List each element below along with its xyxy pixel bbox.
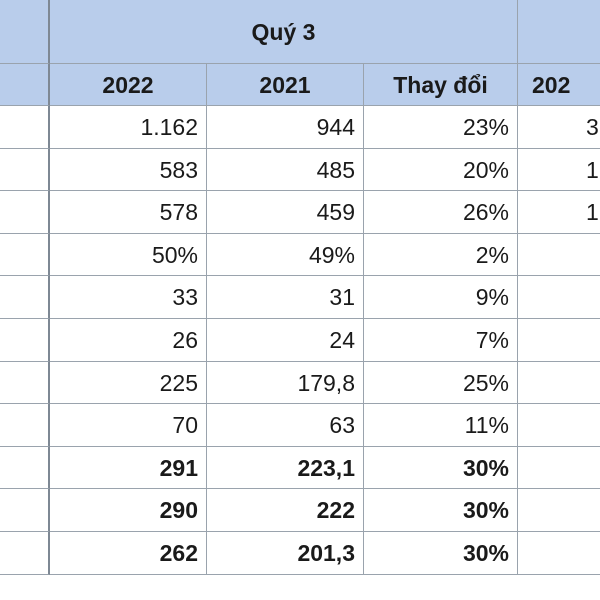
table-cell: 944 [207,106,364,149]
table-cell: 223,1 [207,447,364,489]
row-label-header-lower [0,64,50,106]
table-cell: 26% [364,191,518,234]
row-label-cell [0,447,50,489]
table-cell: 262 [50,532,207,575]
table-cell: 459 [207,191,364,234]
table-cell: 26 [50,319,207,362]
table-cell: 9% [364,276,518,319]
table-cell [518,489,600,532]
table-cell: 179,8 [207,362,364,404]
col-header-change: Thay đổi [364,64,518,106]
row-label-cell [0,191,50,234]
row-label-cell [0,532,50,575]
table-cell: 25% [364,362,518,404]
table-cell [518,362,600,404]
table-cell: 225 [50,362,207,404]
table-cell: 23% [364,106,518,149]
table-cell: 201,3 [207,532,364,575]
row-label-cell [0,276,50,319]
table-cell: 3 [518,106,600,149]
row-label-header [0,0,50,64]
table-cell [518,276,600,319]
table-cell: 290 [50,489,207,532]
table-cell [518,234,600,276]
table-cell [518,532,600,575]
table-cell [518,447,600,489]
table-cell: 33 [50,276,207,319]
col-header-2021: 2021 [207,64,364,106]
table-cell: 20% [364,149,518,191]
row-label-cell [0,319,50,362]
row-label-cell [0,234,50,276]
table-cell: 222 [207,489,364,532]
table-cell: 1.162 [50,106,207,149]
row-label-cell [0,149,50,191]
col-header-2022: 2022 [50,64,207,106]
table-cell: 1 [518,149,600,191]
next-group-header [518,0,600,64]
table-cell: 485 [207,149,364,191]
col-header-next-year: 202 [518,64,600,106]
sheet-bottom-margin [0,568,600,600]
table-cell: 7% [364,319,518,362]
table-cell: 30% [364,447,518,489]
row-label-cell [0,404,50,447]
table-cell: 70 [50,404,207,447]
quarter-group-header: Quý 3 [50,0,518,64]
table-cell [518,404,600,447]
table-cell [518,319,600,362]
row-label-cell [0,106,50,149]
table-cell: 30% [364,489,518,532]
table-cell: 50% [50,234,207,276]
table-cell: 583 [50,149,207,191]
table-cell: 49% [207,234,364,276]
table-cell: 63 [207,404,364,447]
table-cell: 30% [364,532,518,575]
table-cell: 2% [364,234,518,276]
table-cell: 291 [50,447,207,489]
table-cell: 31 [207,276,364,319]
table-cell: 1 [518,191,600,234]
table-cell: 24 [207,319,364,362]
row-label-cell [0,362,50,404]
table-cell: 11% [364,404,518,447]
row-label-cell [0,489,50,532]
table-cell: 578 [50,191,207,234]
